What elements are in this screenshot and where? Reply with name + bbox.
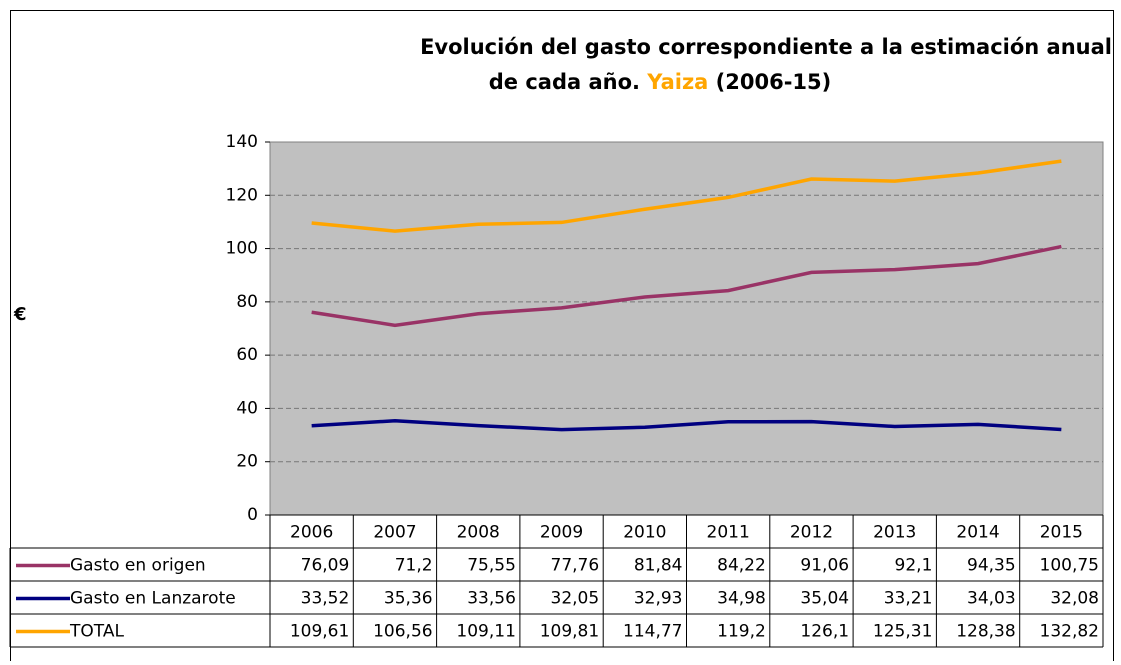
table-value: 109,81 — [540, 622, 599, 642]
table-value: 32,05 — [551, 589, 600, 609]
y-tick-label: 40 — [236, 398, 258, 418]
table-value: 34,03 — [967, 589, 1016, 609]
table-value: 33,21 — [884, 589, 933, 609]
x-tick-label: 2011 — [707, 523, 750, 543]
x-tick-label: 2012 — [790, 523, 833, 543]
x-tick-label: 2008 — [457, 523, 500, 543]
legend-label: Gasto en origen — [70, 556, 206, 576]
title-highlight: Yaiza — [646, 70, 708, 94]
legend-label: TOTAL — [69, 622, 124, 642]
table-value: 84,22 — [717, 556, 766, 576]
table-value: 125,31 — [873, 622, 932, 642]
title-part: de cada año. — [489, 70, 640, 94]
x-tick-label: 2015 — [1040, 523, 1083, 543]
chart-title: de cada año. Yaiza (2006-15) — [489, 70, 832, 94]
plot-area — [269, 141, 1104, 516]
series-line — [311, 419, 1062, 432]
table-value: 114,77 — [623, 622, 682, 642]
table-value: 32,93 — [634, 589, 683, 609]
table-value: 109,61 — [290, 622, 349, 642]
table-value: 81,84 — [634, 556, 683, 576]
table-value: 76,09 — [301, 556, 350, 576]
y-tick-label: 60 — [236, 345, 258, 365]
table-value: 33,56 — [467, 589, 516, 609]
table-value: 33,52 — [301, 589, 350, 609]
series-line — [311, 244, 1062, 328]
table-value: 128,38 — [956, 622, 1015, 642]
y-tick-label: 80 — [236, 292, 258, 312]
x-tick-label: 2007 — [373, 523, 416, 543]
table-value: 106,56 — [373, 622, 432, 642]
table-value: 34,98 — [717, 589, 766, 609]
x-tick-label: 2006 — [290, 523, 333, 543]
title-part: (2006-15) — [716, 70, 832, 94]
series-line — [311, 159, 1062, 233]
chart-title: Evolución del gasto correspondiente a la… — [420, 35, 1112, 59]
x-tick-label: 2010 — [623, 523, 666, 543]
table-value: 132,82 — [1040, 622, 1099, 642]
table-value: 32,08 — [1050, 589, 1099, 609]
table-value: 75,55 — [467, 556, 516, 576]
y-tick-label: 100 — [226, 239, 258, 259]
y-tick-label: 120 — [226, 185, 258, 205]
table-value: 109,11 — [456, 622, 515, 642]
table-value: 92,1 — [895, 556, 933, 576]
y-tick-label: 20 — [236, 452, 258, 472]
table-value: 119,2 — [717, 622, 766, 642]
x-tick-label: 2013 — [873, 523, 916, 543]
table-value: 35,04 — [800, 589, 849, 609]
y-axis-label: € — [13, 304, 27, 325]
y-tick-label: 0 — [247, 505, 258, 525]
y-tick-label: 140 — [226, 132, 258, 152]
table-value: 100,75 — [1040, 556, 1099, 576]
table-value: 94,35 — [967, 556, 1016, 576]
table-value: 35,36 — [384, 589, 433, 609]
table-value: 77,76 — [551, 556, 600, 576]
x-tick-label: 2009 — [540, 523, 583, 543]
table-value: 71,2 — [395, 556, 433, 576]
table-value: 91,06 — [800, 556, 849, 576]
table-value: 126,1 — [800, 622, 849, 642]
x-tick-label: 2014 — [956, 523, 999, 543]
legend-label: Gasto en Lanzarote — [70, 589, 236, 609]
